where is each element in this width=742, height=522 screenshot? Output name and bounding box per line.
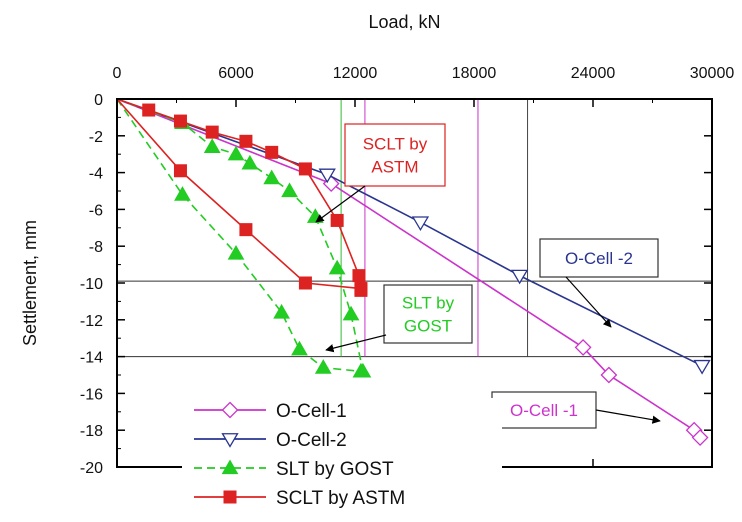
- legend-item: SLT by GOST: [194, 459, 394, 480]
- annotation-box: [344, 123, 446, 187]
- data-point: [241, 154, 259, 170]
- x-axis: 0 6000 12000 18000 24000 30000: [113, 65, 735, 467]
- y-tick-label: -14: [80, 350, 103, 367]
- y-axis-title: Settlement, mm: [20, 220, 40, 346]
- annotation-text: ASTM: [371, 158, 418, 177]
- series-slt-by-gost: [116, 98, 372, 378]
- data-point: [174, 186, 191, 201]
- x-tick-label: 24000: [571, 65, 616, 82]
- data-point: [354, 282, 368, 296]
- data-point: [298, 162, 312, 176]
- data-point: [227, 145, 245, 161]
- annotation-arrow: [595, 409, 661, 424]
- x-tick-label: 6000: [218, 65, 254, 82]
- y-tick-label: -6: [89, 202, 103, 219]
- legend-marker: [223, 490, 237, 504]
- annotation-text: GOST: [404, 317, 452, 336]
- data-point: [281, 182, 298, 198]
- annotation-slt-by-gost: SLT by GOST: [325, 284, 473, 353]
- legend-item: O-Cell-2: [194, 430, 347, 451]
- annotation-text: SLT by: [402, 294, 455, 313]
- x-axis-title: Load, kN: [368, 12, 440, 32]
- data-point: [142, 103, 156, 117]
- data-point: [314, 359, 332, 374]
- annotation-arrow: [315, 185, 366, 223]
- legend-item: O-Cell-1: [194, 401, 347, 422]
- y-tick-label: 0: [94, 92, 103, 109]
- y-tick-label: -12: [80, 313, 103, 330]
- y-tick-label: -20: [80, 460, 103, 477]
- annotation-o-cell-2: O-Cell -2: [539, 238, 659, 328]
- data-point: [298, 276, 312, 290]
- x-tick-label: 18000: [452, 65, 497, 82]
- annotation-text: O-Cell -2: [565, 249, 633, 268]
- annotation-box: [539, 238, 659, 278]
- data-point: [263, 169, 281, 185]
- legend-label: O-Cell-2: [276, 430, 347, 451]
- data-point: [239, 134, 253, 148]
- series-sclt-by-astm: [116, 98, 368, 297]
- data-point: [227, 245, 245, 260]
- series-o-cell-2: [116, 98, 711, 375]
- data-point: [352, 362, 370, 378]
- legend: O-Cell-1 O-Cell-2 SLT by GOST SCLT by ASTM: [182, 398, 502, 518]
- series-o-cell-1: [116, 98, 709, 446]
- data-point: [239, 223, 253, 237]
- data-point: [173, 114, 187, 128]
- y-tick-label: -16: [80, 386, 103, 403]
- x-tick-label: 0: [113, 65, 122, 82]
- series-line: [116, 98, 362, 290]
- legend-marker: [221, 459, 239, 475]
- data-point: [328, 259, 346, 275]
- data-point: [510, 269, 529, 285]
- y-tick-label: -18: [80, 423, 103, 440]
- data-point: [205, 125, 219, 139]
- annotation-box: [491, 391, 597, 429]
- series-layer: [116, 98, 711, 446]
- annotation-text: O-Cell -1: [510, 401, 578, 420]
- legend-label: O-Cell-1: [276, 401, 347, 422]
- legend-marker: [221, 433, 239, 448]
- annotation-arrow: [565, 276, 612, 328]
- data-point: [411, 216, 430, 232]
- data-point: [291, 340, 308, 356]
- annotation-text: SCLT by: [363, 135, 428, 154]
- legend-label: SLT by GOST: [276, 459, 394, 480]
- data-point: [203, 138, 221, 153]
- data-point: [265, 145, 279, 159]
- data-point: [273, 303, 290, 319]
- series-line: [116, 98, 362, 291]
- y-tick-label: -8: [89, 239, 103, 256]
- annotation-box: [383, 284, 473, 344]
- y-axis: 0 -2 -4 -6 -8 -10 -12 -14 -16 -18 -20: [80, 92, 712, 477]
- legend-marker: [221, 401, 239, 419]
- data-point: [173, 164, 187, 178]
- annotation-arrow: [325, 334, 387, 353]
- data-point: [600, 366, 618, 384]
- legend-label: SCLT by ASTM: [276, 488, 405, 509]
- data-point: [318, 168, 336, 184]
- data-point: [693, 359, 711, 375]
- legend-item: SCLT by ASTM: [194, 488, 405, 509]
- annotations: SCLT by ASTM SLT by GOST O-Cell -2 O-Cell -1: [315, 123, 661, 429]
- data-point: [691, 429, 709, 446]
- annotation-o-cell-1: O-Cell -1: [491, 391, 661, 429]
- x-tick-label: 30000: [690, 65, 735, 82]
- annotation-sclt-by-astm: SCLT by ASTM: [315, 123, 446, 223]
- y-tick-label: -10: [80, 276, 103, 293]
- data-point: [330, 213, 344, 227]
- y-tick-label: -2: [89, 129, 103, 146]
- data-point: [574, 338, 592, 356]
- x-tick-label: 12000: [333, 65, 378, 82]
- data-point: [352, 269, 366, 283]
- y-tick-label: -4: [89, 166, 103, 183]
- data-point: [342, 305, 360, 321]
